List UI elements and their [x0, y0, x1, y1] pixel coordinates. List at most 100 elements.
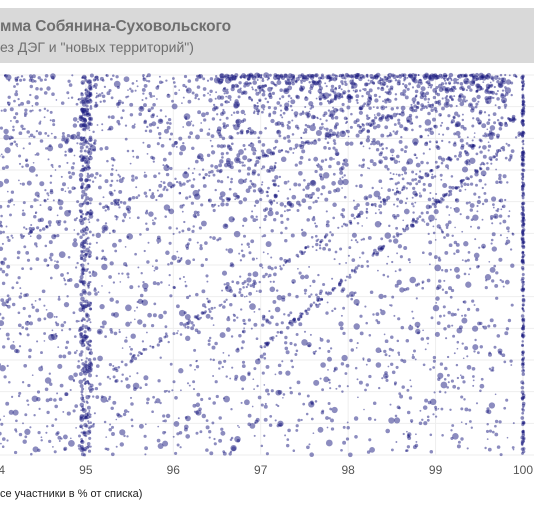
data-point	[369, 79, 374, 84]
data-point	[94, 101, 98, 105]
data-point	[168, 122, 172, 125]
data-point	[12, 341, 15, 343]
data-point	[380, 151, 383, 155]
data-point	[326, 74, 332, 80]
data-point	[72, 123, 78, 128]
data-point	[253, 110, 256, 113]
data-point	[424, 398, 429, 403]
data-point	[510, 263, 515, 268]
data-point	[163, 204, 171, 211]
data-point	[521, 232, 525, 235]
data-point	[158, 172, 161, 175]
data-point	[429, 191, 432, 195]
data-point	[68, 175, 73, 179]
data-point	[152, 395, 155, 399]
data-point	[11, 395, 14, 398]
data-point	[389, 79, 393, 83]
data-point	[18, 295, 23, 299]
data-point	[112, 400, 117, 405]
data-point	[172, 81, 176, 84]
data-point	[187, 135, 192, 139]
data-point	[395, 154, 400, 159]
data-point	[208, 128, 211, 131]
data-point	[397, 317, 401, 321]
data-point	[99, 303, 105, 310]
data-point	[520, 187, 525, 192]
data-point	[221, 136, 226, 141]
data-point	[461, 113, 464, 116]
data-point	[495, 158, 498, 161]
data-point	[21, 182, 25, 186]
data-point	[87, 422, 90, 425]
data-point	[438, 314, 442, 318]
data-point	[433, 124, 438, 129]
data-point	[136, 306, 139, 309]
data-point	[449, 87, 453, 91]
data-point	[366, 135, 370, 139]
data-point	[281, 297, 286, 302]
data-point	[472, 379, 475, 382]
data-point	[330, 427, 335, 431]
data-point	[447, 310, 451, 315]
data-point	[213, 105, 218, 110]
data-point	[225, 286, 229, 290]
data-point	[156, 282, 160, 286]
data-point	[183, 74, 188, 79]
data-point	[295, 428, 299, 432]
data-point	[328, 417, 331, 420]
data-point	[22, 422, 24, 425]
data-point	[88, 373, 92, 378]
data-point	[370, 143, 373, 146]
data-point	[86, 90, 89, 93]
data-point	[453, 206, 460, 213]
data-point	[521, 146, 524, 149]
data-point	[167, 340, 170, 344]
data-point	[252, 130, 257, 135]
data-point	[490, 162, 493, 165]
data-point	[502, 204, 506, 209]
data-point	[262, 90, 266, 93]
data-point	[467, 251, 471, 254]
data-point	[312, 201, 315, 204]
data-point	[89, 104, 93, 108]
data-point	[463, 272, 467, 276]
data-point	[143, 434, 147, 438]
data-point	[398, 353, 401, 356]
data-point	[57, 363, 63, 369]
data-point	[319, 377, 322, 380]
data-point	[216, 144, 221, 148]
data-point	[286, 217, 290, 221]
data-point	[84, 78, 88, 82]
data-point	[247, 166, 251, 171]
data-point	[280, 220, 284, 224]
data-point	[447, 81, 452, 85]
data-point	[58, 251, 66, 258]
data-point	[302, 188, 305, 192]
data-point	[78, 352, 83, 357]
data-point	[347, 99, 352, 103]
data-point	[391, 370, 396, 375]
data-point	[368, 438, 372, 442]
data-point	[279, 88, 283, 92]
data-point	[176, 259, 181, 263]
data-point	[286, 123, 289, 127]
data-point	[137, 354, 140, 357]
data-point	[79, 280, 83, 283]
data-point	[452, 433, 459, 440]
data-point	[64, 283, 67, 286]
data-point	[281, 360, 284, 363]
data-point	[182, 126, 185, 128]
data-point	[80, 138, 84, 142]
data-point	[345, 363, 350, 368]
data-point	[444, 268, 449, 273]
data-point	[490, 83, 494, 87]
data-point	[235, 281, 240, 285]
data-point	[263, 234, 267, 238]
data-point	[45, 398, 50, 403]
data-point	[496, 135, 500, 139]
data-point	[447, 167, 450, 170]
data-point	[158, 80, 163, 84]
data-point	[230, 335, 234, 338]
data-point	[449, 408, 452, 411]
data-point	[433, 255, 438, 260]
